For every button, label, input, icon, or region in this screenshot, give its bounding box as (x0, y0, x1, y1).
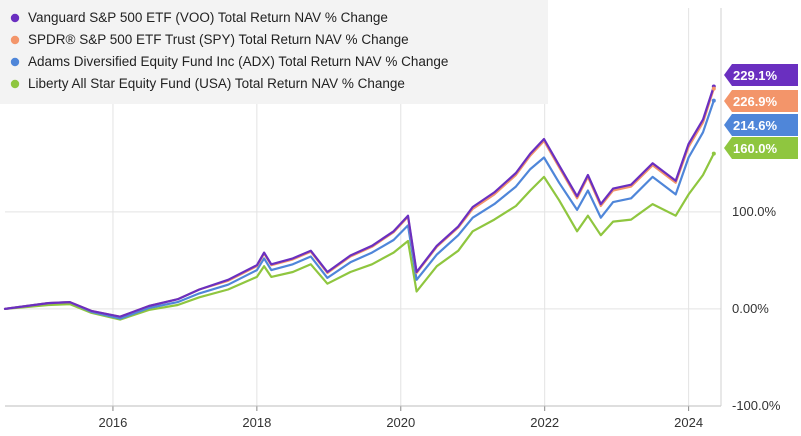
x-tick-label: 2022 (530, 415, 559, 430)
y-tick-label: -100.0% (732, 398, 781, 413)
end-label-badge (724, 137, 798, 159)
y-tick-label: 0.00% (732, 301, 769, 316)
legend: Vanguard S&P 500 ETF (VOO) Total Return … (10, 10, 448, 91)
legend-marker (10, 35, 20, 45)
legend-marker (10, 13, 20, 23)
legend-marker (10, 57, 20, 67)
series-line-3 (3, 152, 715, 321)
series-lines (3, 85, 715, 321)
series-line-0 (3, 85, 715, 318)
end-labels: 229.1% 226.9% 214.6% 160.0% (711, 64, 798, 159)
series-line-2 (3, 99, 715, 320)
x-tick-label: 2024 (674, 415, 703, 430)
end-label-value: 214.6% (733, 118, 778, 133)
series-line-1 (3, 87, 715, 318)
end-label-value: 226.9% (733, 94, 778, 109)
end-label-badge (724, 64, 798, 86)
x-tick-label: 2020 (386, 415, 415, 430)
series-end-point (711, 86, 716, 91)
legend-marker (10, 79, 20, 89)
legend-entry-label: Liberty All Star Equity Fund (USA) Total… (28, 76, 405, 91)
series-end-point (711, 151, 716, 156)
x-tick-label: 2018 (242, 415, 271, 430)
end-label-value: 229.1% (733, 68, 778, 83)
legend-entry-label: Adams Diversified Equity Fund Inc (ADX) … (28, 54, 448, 69)
legend-entry-label: Vanguard S&P 500 ETF (VOO) Total Return … (28, 10, 388, 25)
end-label-value: 160.0% (733, 141, 778, 156)
end-label-badge (724, 114, 798, 136)
series-end-point (711, 98, 716, 103)
axes: 100.0% 0.00% -100.0% 2016 2018 2020 2022 2024 (5, 8, 781, 430)
y-tick-label: 100.0% (732, 204, 777, 219)
legend-background (0, 0, 548, 104)
legend-entry-label: SPDR® S&P 500 ETF Trust (SPY) Total Retu… (28, 32, 409, 47)
end-label-badge (724, 90, 798, 112)
x-tick-label: 2016 (98, 415, 127, 430)
